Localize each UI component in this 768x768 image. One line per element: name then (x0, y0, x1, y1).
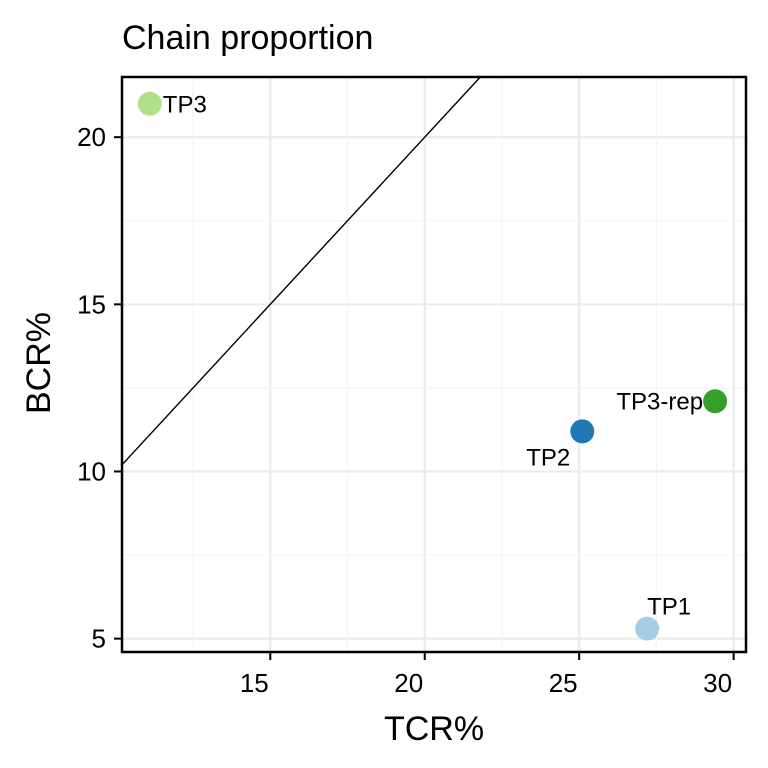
point-label-tp2: TP2 (526, 444, 570, 471)
x-tick-label: 15 (240, 668, 269, 698)
x-axis-title: TCR% (384, 710, 484, 748)
points-layer: TP1 TP2 TP3 TP3-rep (137, 91, 728, 641)
y-tick-label: 10 (77, 456, 106, 486)
y-tick-label: 15 (77, 289, 106, 319)
y-tick-label: 5 (92, 624, 106, 654)
x-tick-label: 30 (703, 668, 732, 698)
identity-reference-line (121, 76, 481, 466)
x-tick-label: 20 (394, 668, 423, 698)
data-point-tp1 (635, 616, 660, 641)
x-tick-label: 25 (549, 668, 578, 698)
plot-panel: TP1 TP2 TP3 TP3-rep (121, 76, 728, 641)
data-point-tp2 (570, 419, 595, 444)
data-point-tp3 (137, 91, 162, 116)
point-label-tp1: TP1 (647, 594, 691, 621)
x-axis-ticks: 15 20 25 30 (240, 652, 735, 698)
point-label-tp3: TP3 (163, 92, 207, 119)
plot-border (120, 75, 748, 654)
y-axis-ticks: 5 10 15 20 (77, 122, 122, 654)
data-point-tp3-rep (703, 389, 728, 414)
y-axis-title: BCR% (20, 312, 58, 414)
y-tick-label: 20 (77, 122, 106, 152)
grid-lines (122, 77, 746, 652)
chart-title: Chain proportion (122, 19, 373, 57)
point-label-tp3-rep: TP3-rep (616, 388, 703, 415)
